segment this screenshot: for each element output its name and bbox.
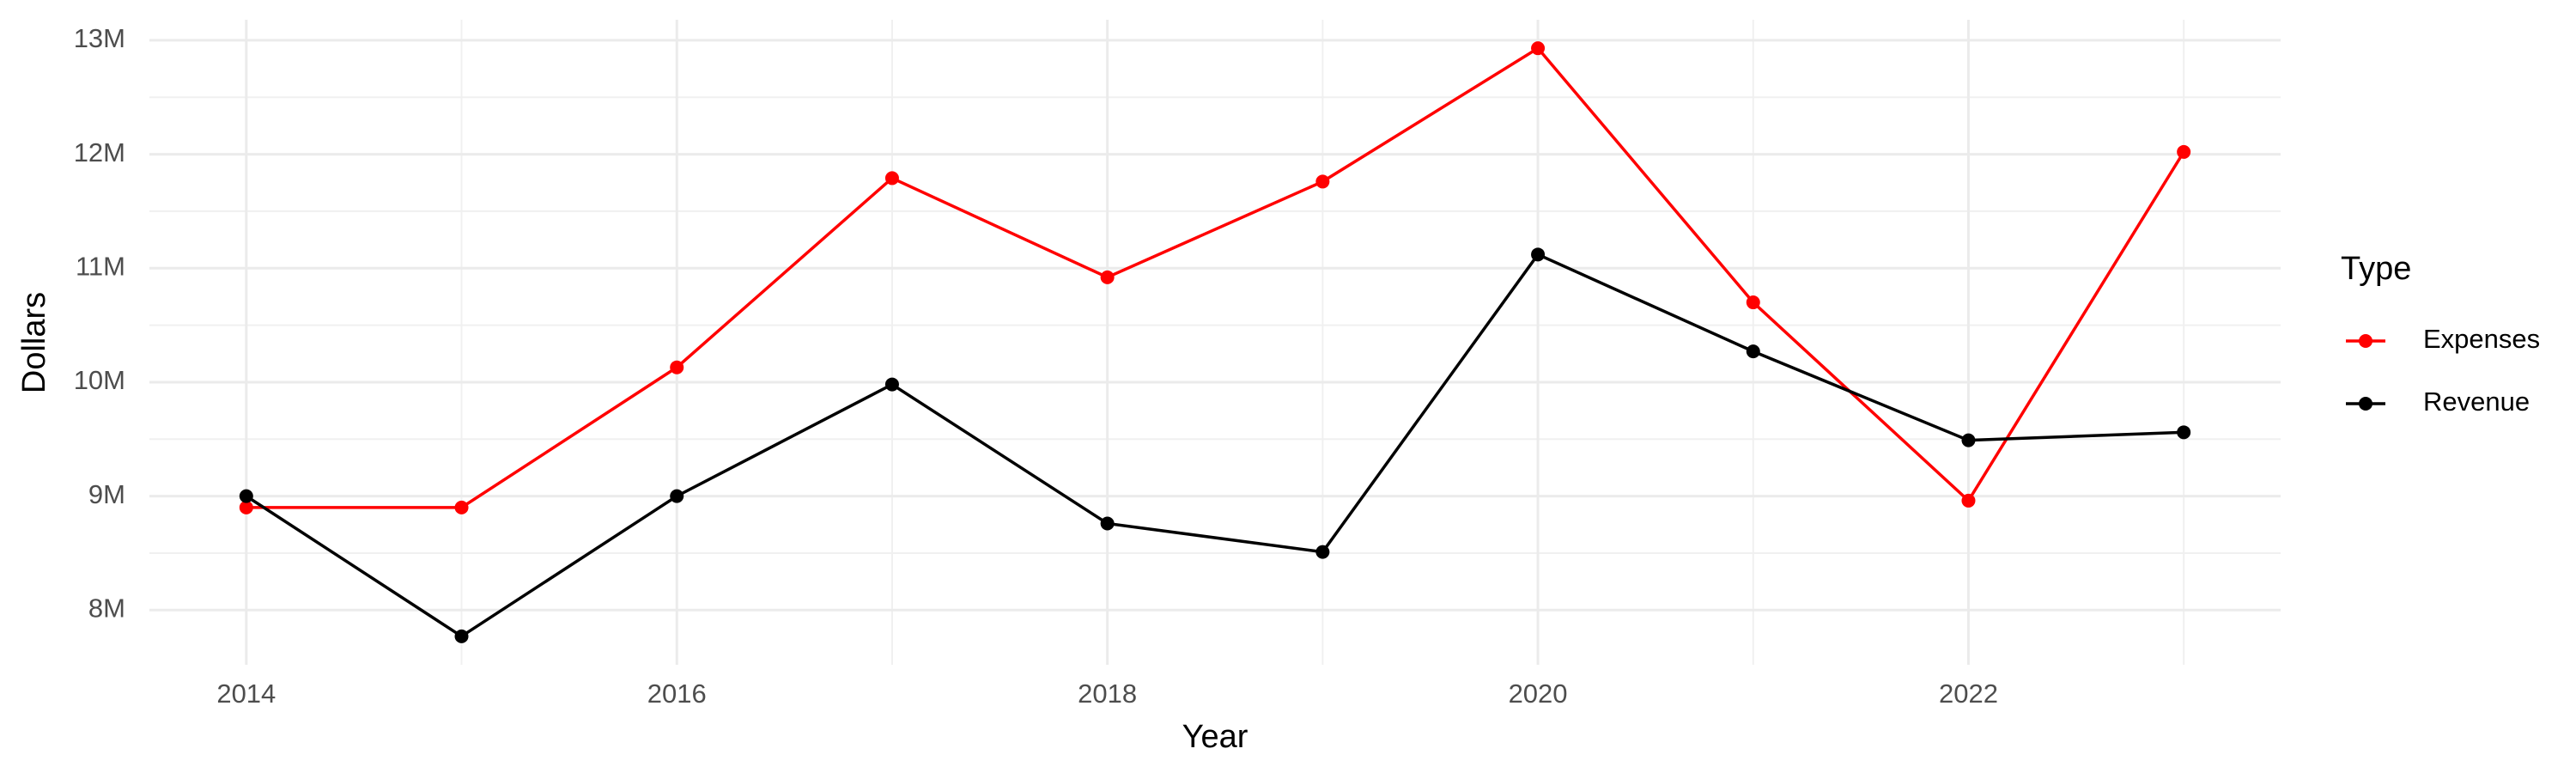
data-point bbox=[1315, 174, 1330, 189]
series-line bbox=[245, 253, 2184, 638]
data-point bbox=[1961, 493, 1976, 508]
data-point bbox=[454, 500, 469, 514]
x-tick-label: 2014 bbox=[216, 679, 276, 709]
data-point bbox=[670, 489, 684, 503]
legend-marker bbox=[2359, 397, 2372, 411]
x-tick-label: 2020 bbox=[1509, 679, 1568, 709]
y-tick-label: 13M bbox=[74, 23, 125, 53]
y-tick-label: 8M bbox=[88, 593, 125, 623]
x-tick-label: 2018 bbox=[1078, 679, 1137, 709]
legend-marker bbox=[2359, 334, 2372, 348]
legend-label: Expenses bbox=[2423, 324, 2540, 354]
y-tick-label: 11M bbox=[76, 251, 125, 281]
series-line bbox=[246, 46, 2185, 509]
legend-label: Revenue bbox=[2423, 386, 2530, 417]
data-point bbox=[2177, 144, 2191, 159]
data-point bbox=[454, 629, 469, 643]
legend-title: Type bbox=[2341, 251, 2411, 287]
data-point bbox=[1746, 344, 1760, 359]
data-point bbox=[884, 377, 899, 392]
grid bbox=[149, 20, 2281, 665]
data-point bbox=[239, 489, 253, 503]
data-point bbox=[1100, 516, 1115, 531]
data-point bbox=[1746, 295, 1760, 310]
data-point bbox=[1100, 270, 1115, 284]
data-point bbox=[1315, 545, 1330, 559]
data-point bbox=[670, 360, 684, 374]
y-tick-label: 9M bbox=[88, 479, 125, 509]
data-point bbox=[1531, 41, 1546, 56]
x-tick-label: 2022 bbox=[1939, 679, 1998, 709]
data-point bbox=[239, 500, 253, 514]
y-tick-label: 12M bbox=[74, 137, 125, 167]
y-axis-title: Dollars bbox=[16, 292, 52, 393]
x-tick-label: 2016 bbox=[647, 679, 707, 709]
data-point bbox=[2177, 425, 2191, 440]
data-point bbox=[1961, 433, 1976, 447]
data-point bbox=[1531, 247, 1546, 262]
data-point bbox=[884, 171, 899, 186]
x-axis-title: Year bbox=[1182, 719, 1249, 755]
y-tick-label: 10M bbox=[74, 365, 125, 395]
